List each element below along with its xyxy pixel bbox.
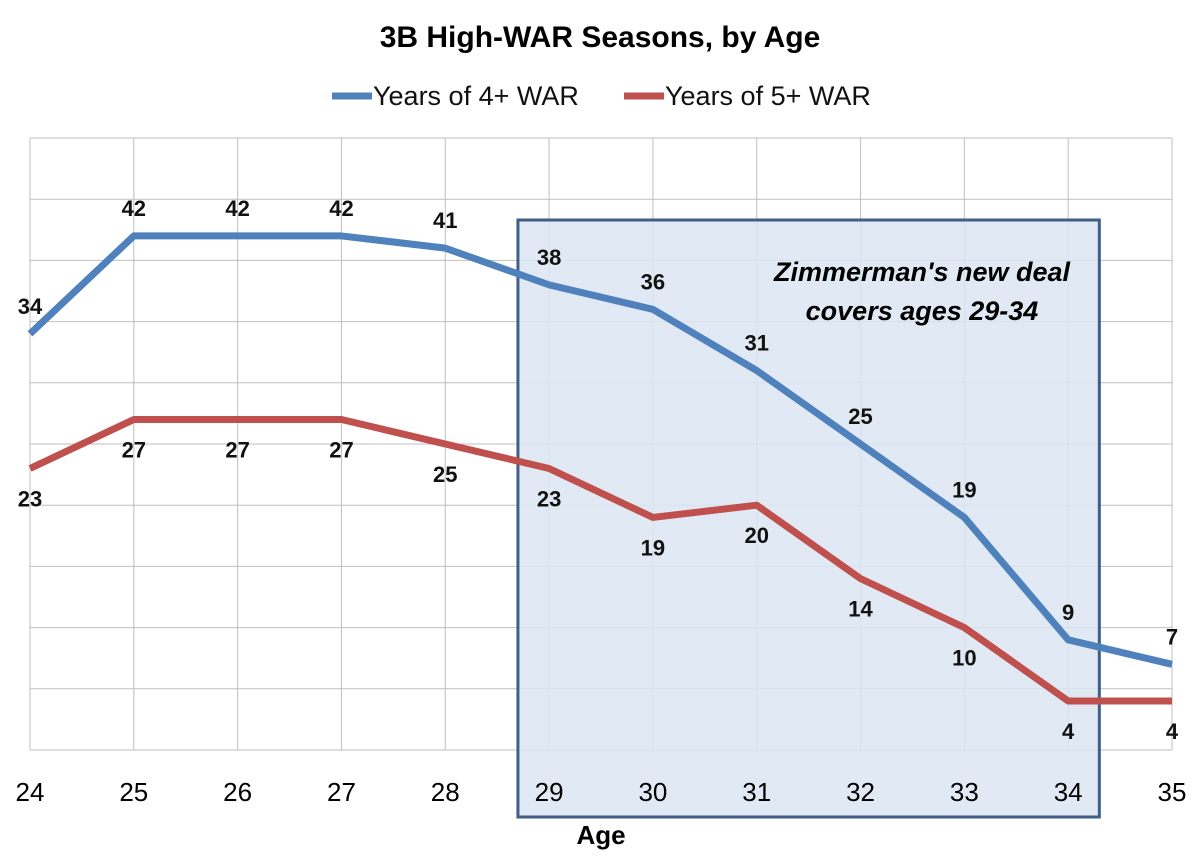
data-label-4plus: 41 bbox=[433, 208, 457, 233]
x-axis-ticks: 24 25 26 27 28 29 30 31 32 33 34 35 bbox=[16, 777, 1187, 807]
x-tick-label: 28 bbox=[431, 777, 460, 807]
data-label-4plus: 34 bbox=[18, 294, 43, 319]
data-label-5plus: 27 bbox=[225, 438, 249, 463]
data-label-5plus: 27 bbox=[329, 438, 353, 463]
data-label-4plus: 25 bbox=[848, 404, 872, 429]
data-label-4plus: 42 bbox=[329, 196, 353, 221]
data-label-5plus: 20 bbox=[744, 523, 768, 548]
x-tick-label: 30 bbox=[638, 777, 667, 807]
x-tick-label: 35 bbox=[1158, 777, 1187, 807]
series-line-4plus bbox=[27, 232, 1173, 668]
data-label-5plus: 4 bbox=[1062, 719, 1075, 744]
legend-label-4plus: Years of 4+ WAR bbox=[373, 81, 579, 111]
x-tick-label: 32 bbox=[846, 777, 875, 807]
x-tick-label: 34 bbox=[1054, 777, 1083, 807]
data-label-4plus: 42 bbox=[122, 196, 146, 221]
chart-title: 3B High-WAR Seasons, by Age bbox=[380, 21, 821, 54]
legend-label-5plus: Years of 5+ WAR bbox=[665, 81, 871, 111]
x-tick-label: 26 bbox=[223, 777, 252, 807]
series-line-5plus bbox=[28, 416, 1172, 705]
data-label-5plus: 27 bbox=[122, 438, 146, 463]
data-label-4plus: 36 bbox=[641, 269, 665, 294]
data-label-4plus: 7 bbox=[1166, 624, 1178, 649]
data-label-5plus: 23 bbox=[18, 486, 42, 511]
x-tick-label: 24 bbox=[16, 777, 45, 807]
x-tick-label: 29 bbox=[535, 777, 564, 807]
data-label-4plus: 42 bbox=[225, 196, 249, 221]
data-label-5plus: 19 bbox=[641, 535, 665, 560]
annotation-line-2: covers ages 29-34 bbox=[806, 296, 1039, 326]
data-label-5plus: 25 bbox=[433, 462, 457, 487]
data-label-5plus: 4 bbox=[1166, 719, 1179, 744]
data-label-5plus: 10 bbox=[952, 646, 976, 671]
data-label-4plus: 19 bbox=[952, 477, 976, 502]
contract-highlight-box bbox=[516, 218, 1101, 819]
data-label-4plus: 9 bbox=[1062, 600, 1074, 625]
data-label-4plus: 38 bbox=[537, 245, 561, 270]
x-tick-label: 25 bbox=[119, 777, 148, 807]
data-label-4plus: 31 bbox=[744, 331, 768, 356]
data-label-5plus: 14 bbox=[848, 597, 873, 622]
data-label-5plus: 23 bbox=[537, 486, 561, 511]
series-lines bbox=[27, 232, 1173, 705]
x-tick-label: 31 bbox=[742, 777, 771, 807]
legend: Years of 4+ WAR Years of 5+ WAR bbox=[332, 81, 871, 111]
data-labels: 34 42 42 42 41 38 36 31 25 19 9 7 23 27 27 27 25 23 19 20 14… bbox=[18, 196, 1179, 744]
x-axis-title: Age bbox=[576, 820, 625, 850]
x-tick-label: 33 bbox=[950, 777, 979, 807]
x-tick-label: 27 bbox=[327, 777, 356, 807]
annotation-line-1: Zimmerman's new deal bbox=[773, 257, 1071, 287]
